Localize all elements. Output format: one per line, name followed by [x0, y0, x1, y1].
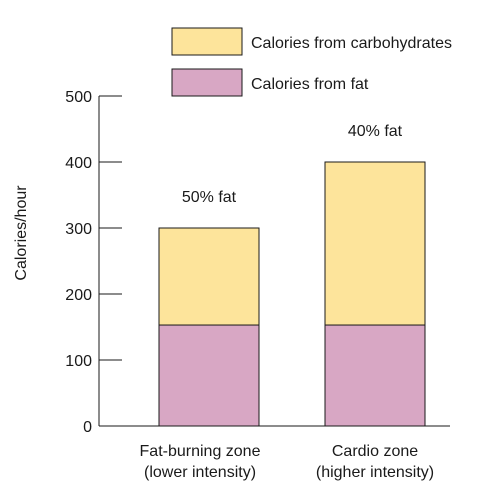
bar-1-segment-2 [158, 227, 260, 326]
legend-label-1: Calories from carbohydrates [251, 35, 452, 52]
annotations: 50% fat 40% fat [182, 123, 403, 206]
y-tick-label-400: 400 [65, 155, 92, 172]
category-label-2-line-1: Cardio zone [332, 443, 418, 460]
category-label-2-line-2: (higher intensity) [316, 464, 434, 481]
y-tick-label-200: 200 [65, 287, 92, 304]
bar-2-segment-2 [324, 161, 426, 326]
bar-1-annotation: 50% fat [182, 189, 237, 206]
y-tick-label-100: 100 [65, 353, 92, 370]
legend-label-2: Calories from fat [251, 76, 369, 93]
y-tick-label-500: 500 [65, 89, 92, 106]
axes: Fat-burning zone (lower intensity) Cardio … [65, 89, 450, 481]
bar-1-segment-1 [158, 324, 260, 427]
legend-swatch-2 [171, 68, 243, 97]
bar-2-segment-1 [324, 324, 426, 427]
y-tick-label-0: 0 [83, 419, 92, 436]
bar-2-annotation: 40% fat [348, 123, 403, 140]
category-label-1-line-2: (lower intensity) [144, 464, 256, 481]
category-label-1-line-1: Fat-burning zone [140, 443, 261, 460]
bars [158, 161, 426, 427]
y-tick-label-300: 300 [65, 221, 92, 238]
y-axis-title: Calories/hour [13, 185, 30, 281]
legend-swatch-1 [171, 27, 243, 56]
legend: Calories from carbohydrates Calories from… [171, 27, 452, 97]
